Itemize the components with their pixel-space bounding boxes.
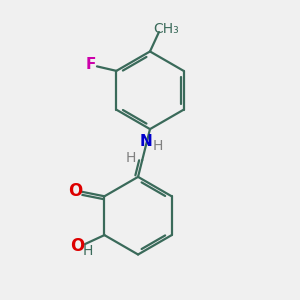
Text: N: N: [140, 134, 152, 149]
Text: F: F: [86, 57, 96, 72]
Text: O: O: [68, 182, 83, 200]
Text: H: H: [126, 151, 136, 165]
Text: O: O: [70, 237, 84, 255]
Text: H: H: [153, 140, 163, 153]
Text: CH₃: CH₃: [154, 22, 179, 36]
Text: H: H: [82, 244, 93, 258]
